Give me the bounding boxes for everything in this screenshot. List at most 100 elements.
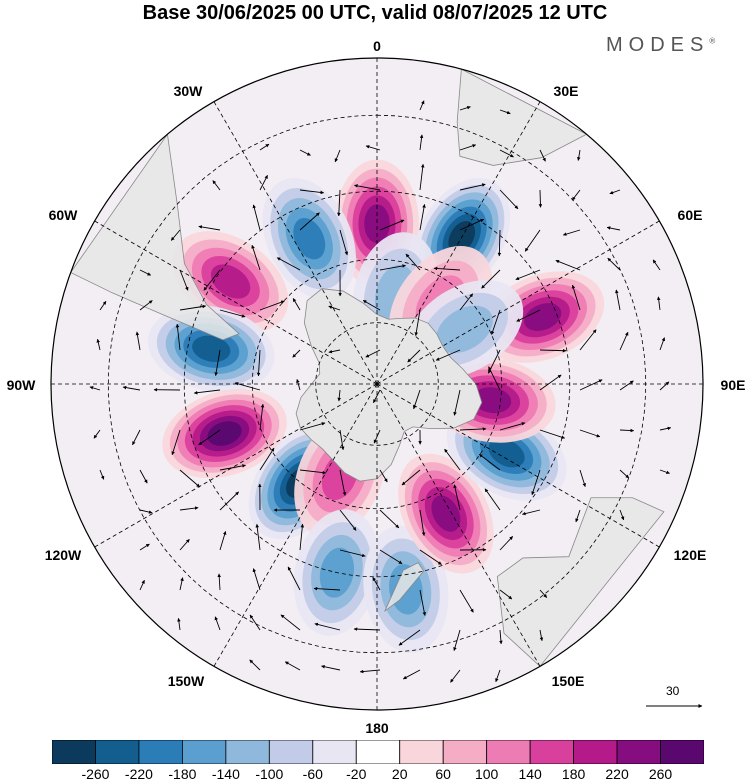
wind-arrow (562, 229, 581, 236)
wind-arrow (607, 257, 621, 271)
meridian-line (198, 74, 378, 385)
wind-arrow (459, 427, 487, 431)
lon-label-90w: 90W (7, 377, 37, 393)
anomaly-center-5 (162, 388, 287, 479)
wind-arrow (619, 428, 635, 433)
south-america (70, 133, 240, 341)
wind-arrow (255, 523, 261, 551)
colorbar-tick-label: -60 (302, 766, 323, 782)
anomaly-center-2 (262, 178, 356, 300)
brand-logo: MODES® (606, 34, 715, 57)
wind-arrow (619, 509, 625, 521)
wind-arrow (606, 226, 621, 231)
colorbar-swatch (181, 740, 227, 764)
wind-arrow (499, 109, 511, 115)
wind-arrow (179, 304, 207, 311)
wind-arrow (177, 617, 181, 631)
registered-icon: ® (709, 36, 716, 46)
wind-arrow (334, 149, 341, 163)
wind-arrow (481, 269, 501, 289)
colorbar-swatch (486, 740, 531, 764)
lon-label-150e: 150E (552, 673, 585, 689)
wind-arrow (139, 579, 145, 591)
anomaly-center-10 (398, 453, 494, 574)
wind-arrow (414, 309, 421, 337)
anomaly-contour (431, 495, 461, 532)
lon-label-120w: 120W (45, 547, 82, 563)
wind-arrow (524, 229, 541, 252)
wind-arrow (139, 509, 153, 514)
wind-arrow (579, 379, 603, 391)
lon-label-60w: 60W (49, 207, 79, 223)
wind-arrow (256, 349, 261, 377)
wind-arrow (652, 259, 661, 271)
wind-arrow (419, 134, 424, 151)
wind-arrow (579, 469, 586, 487)
wind-arrow (659, 381, 670, 391)
colorbar-swatch (312, 740, 357, 764)
brand-text: MODES (606, 34, 710, 56)
wind-arrow (299, 212, 320, 231)
wind-arrow (259, 143, 270, 151)
colorbar-swatch (616, 740, 661, 764)
colorbar-tick-label: -140 (211, 766, 240, 782)
lon-label-30e: 30E (554, 83, 579, 99)
colorbar-tick-label: -20 (346, 766, 367, 782)
meridian-line (67, 205, 378, 385)
wind-arrow (359, 669, 381, 674)
wind-arrow (539, 348, 567, 353)
wind-arrow (379, 469, 388, 483)
meridian-line (198, 383, 378, 694)
reference-vector-label: 30 (666, 684, 680, 698)
wind-arrow (219, 491, 239, 511)
wind-arrow (299, 523, 305, 551)
colorbar-swatch (529, 740, 574, 764)
colorbar-tick-label: -180 (168, 766, 197, 782)
wind-arrow (198, 429, 221, 446)
colorbar-swatch (95, 740, 140, 764)
wind-arrow (405, 253, 421, 271)
wind-arrow (539, 374, 562, 391)
wind-arrow (259, 174, 268, 191)
wind-arrow (219, 309, 246, 318)
wind-arrow (579, 429, 601, 438)
wind-arrow (453, 629, 461, 651)
lon-label-150w: 150W (168, 673, 205, 689)
meridian-line (376, 383, 687, 563)
wind-arrow (179, 577, 184, 591)
wind-arrow (365, 145, 381, 151)
latitude-circle (315, 322, 439, 446)
wind-arrow (433, 266, 461, 271)
meridian-line (376, 74, 556, 385)
wind-arrow (179, 506, 199, 511)
wind-arrow (292, 298, 301, 311)
wind-arrow (499, 189, 519, 210)
wind-arrow (299, 189, 325, 195)
wind-arrow (276, 257, 301, 271)
colorbar-tick-label: 220 (605, 766, 629, 782)
colorbar-swatch (268, 740, 314, 764)
colorbar-swatch (442, 740, 488, 764)
wind-arrow (539, 149, 546, 162)
wind-arrow (444, 448, 461, 471)
wind-arrow (99, 469, 105, 480)
wind-arrow (339, 469, 347, 496)
wind-arrow (259, 447, 275, 471)
polar-map[interactable]: 0 180 90W 90E 30W 60W 120W 150W 30E 60E … (0, 0, 750, 740)
wind-arrow (419, 589, 427, 616)
wind-arrow (214, 349, 221, 376)
wind-arrow (214, 616, 221, 631)
colorbar-tick-label: 140 (518, 766, 542, 782)
wind-arrow (379, 509, 400, 529)
wind-arrow (499, 422, 526, 431)
wind-arrow (419, 549, 442, 565)
wind-arrow (488, 366, 501, 391)
wind-arrow (479, 453, 501, 471)
wind-arrow (609, 189, 621, 195)
colorbar-tick-label: 100 (474, 766, 499, 782)
anomaly-center-4 (148, 305, 275, 392)
wind-arrow (259, 300, 285, 311)
wind-arrow (379, 264, 406, 271)
wind-arrow (419, 163, 425, 191)
wind-arrow (217, 573, 221, 591)
